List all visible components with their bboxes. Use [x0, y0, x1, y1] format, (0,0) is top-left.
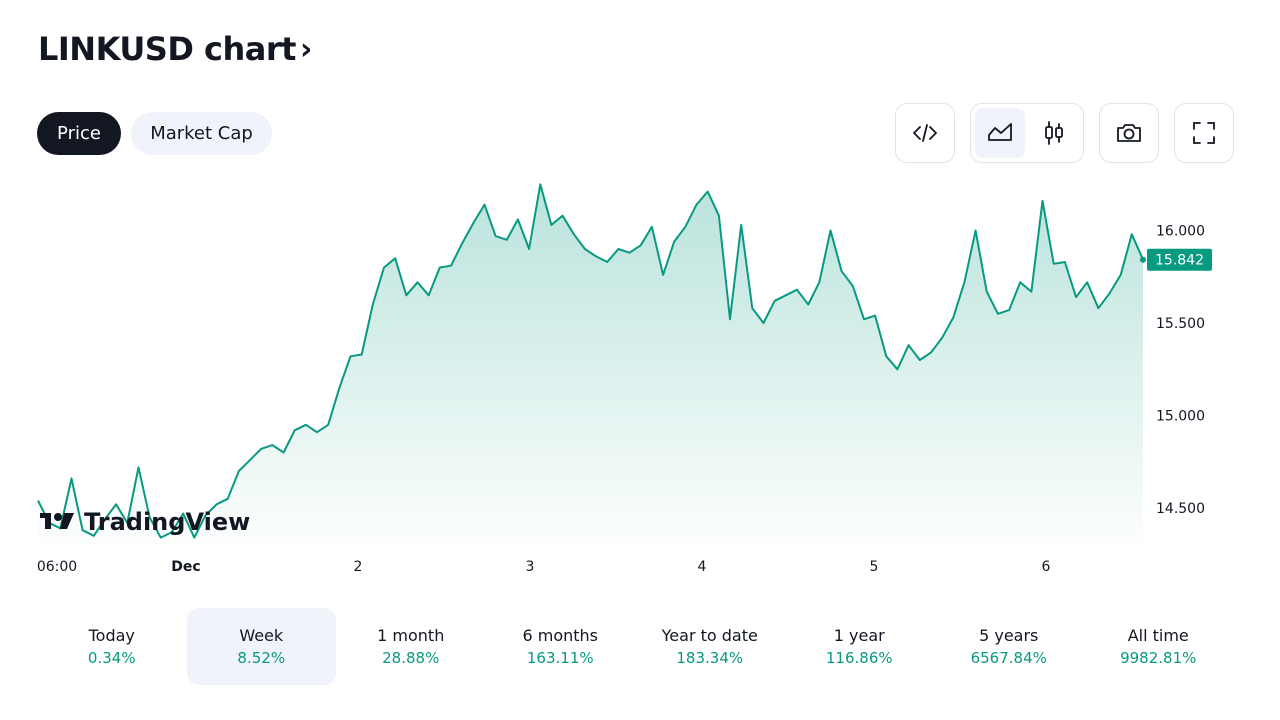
y-tick-label: 16.000 [1156, 224, 1205, 240]
performance-tab[interactable]: Year to date 183.34% [635, 608, 785, 685]
performance-tab-label: 1 month [377, 626, 445, 645]
x-tick-label: 6 [1042, 559, 1051, 575]
performance-tab-label: 6 months [522, 626, 599, 645]
performance-tab-value: 8.52% [237, 649, 286, 667]
price-area-fill [38, 184, 1143, 546]
y-tick-label: 15.000 [1156, 409, 1205, 425]
performance-tab-value: 28.88% [382, 649, 440, 667]
camera-icon[interactable] [1104, 108, 1154, 158]
x-tick-label: 06:00 [37, 559, 77, 575]
performance-tab-value: 116.86% [825, 649, 893, 667]
performance-tab-value: 0.34% [87, 649, 136, 667]
chart-style-toggle [970, 103, 1084, 163]
price-tab-button[interactable]: Price [37, 112, 121, 155]
last-price-badge-bg [1147, 248, 1212, 271]
embed-tool-group [895, 103, 955, 163]
x-axis: 06:00 Dec 2 3 4 5 6 [37, 559, 1051, 575]
performance-tab-label: Week [239, 626, 284, 645]
page-title[interactable]: LINKUSD chart › [38, 30, 312, 68]
performance-tab[interactable]: Today 0.34% [37, 608, 187, 685]
performance-tab-label: 1 year [833, 626, 885, 645]
price-chart[interactable]: 16.000 15.500 15.000 14.500 06:00 Dec 2 3 4 5 6 1… [0, 175, 1280, 590]
x-tick-label: Dec [171, 559, 200, 575]
y-tick-label: 15.500 [1156, 316, 1205, 332]
candlestick-icon[interactable] [1029, 108, 1079, 158]
tradingview-wordmark: TradingView [84, 508, 250, 536]
snapshot-tool-group [1099, 103, 1159, 163]
y-axis: 16.000 15.500 15.000 14.500 [1156, 224, 1205, 518]
price-series-line [37, 183, 1144, 539]
performance-tab[interactable]: Week 8.52% [186, 608, 336, 685]
chart-title-text: LINKUSD chart [38, 30, 296, 68]
x-tick-label: 2 [354, 559, 363, 575]
fullscreen-icon[interactable] [1179, 108, 1229, 158]
tradingview-watermark: TradingView [40, 508, 250, 536]
chevron-right-icon: › [299, 31, 312, 67]
performance-tab[interactable]: 1 month 28.88% [336, 608, 486, 685]
performance-tab[interactable]: 6 months 163.11% [486, 608, 636, 685]
last-price-badge: 15.842 [1147, 248, 1212, 271]
performance-tab-value: 9982.81% [1120, 649, 1197, 667]
tradingview-logo-icon [40, 513, 74, 529]
last-price-label: 15.842 [1155, 253, 1204, 269]
x-tick-label: 4 [698, 559, 707, 575]
performance-tab-value: 183.34% [676, 649, 744, 667]
performance-tab[interactable]: All time 9982.81% [1084, 608, 1234, 685]
performance-tab-label: All time [1127, 626, 1189, 645]
performance-tab[interactable]: 5 years 6567.84% [934, 608, 1084, 685]
x-tick-label: 5 [870, 559, 879, 575]
performance-tab-label: Year to date [661, 626, 758, 645]
plot-area [37, 183, 1146, 546]
last-price-point [1140, 256, 1146, 263]
y-tick-label: 14.500 [1156, 501, 1205, 517]
market-cap-tab-button[interactable]: Market Cap [131, 112, 272, 155]
performance-tab-label: 5 years [979, 626, 1039, 645]
performance-tab-value: 6567.84% [970, 649, 1047, 667]
performance-tab-value: 163.11% [526, 649, 594, 667]
fullscreen-tool-group [1174, 103, 1234, 163]
performance-tabs: Today 0.34% Week 8.52% 1 month 28.88% 6 months… [37, 608, 1233, 685]
performance-tab-label: Today [88, 626, 135, 645]
performance-tab[interactable]: 1 year 116.86% [785, 608, 935, 685]
area-chart-icon[interactable] [975, 108, 1025, 158]
embed-code-icon[interactable] [900, 108, 950, 158]
x-tick-label: 3 [526, 559, 535, 575]
